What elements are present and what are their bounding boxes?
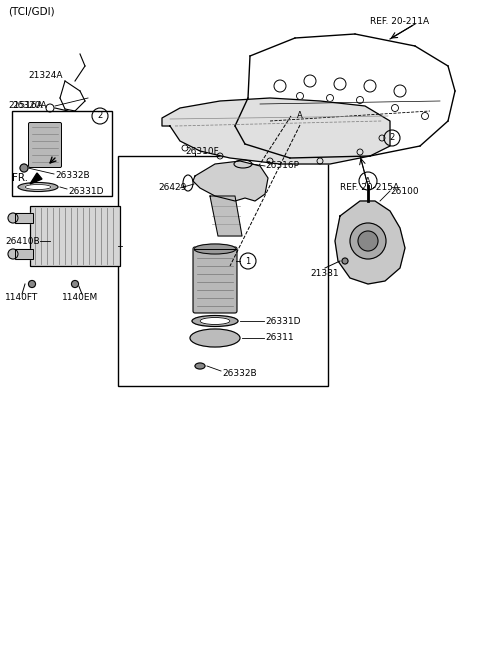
Ellipse shape	[25, 184, 51, 190]
Text: 26429: 26429	[158, 184, 186, 192]
Circle shape	[20, 164, 28, 172]
Circle shape	[350, 223, 386, 259]
Ellipse shape	[195, 363, 205, 369]
Polygon shape	[335, 201, 405, 284]
Text: 26310F: 26310F	[185, 146, 219, 155]
Text: 2: 2	[97, 112, 103, 121]
Text: 26332B: 26332B	[55, 171, 90, 180]
Bar	[118, 156, 328, 386]
Circle shape	[358, 231, 378, 251]
FancyBboxPatch shape	[193, 247, 237, 313]
Bar	[15, 249, 33, 259]
Circle shape	[8, 249, 18, 259]
Ellipse shape	[192, 316, 238, 327]
Text: 26410B: 26410B	[5, 237, 40, 245]
Bar	[15, 249, 33, 259]
FancyBboxPatch shape	[28, 123, 61, 167]
Polygon shape	[210, 196, 242, 236]
Text: REF. 20-215A: REF. 20-215A	[340, 184, 399, 192]
Ellipse shape	[190, 329, 240, 347]
Text: 1: 1	[245, 256, 251, 266]
Circle shape	[28, 281, 36, 287]
Circle shape	[342, 258, 348, 264]
Text: 2: 2	[389, 134, 395, 142]
Text: 26320A: 26320A	[12, 102, 47, 110]
Circle shape	[72, 281, 79, 287]
Text: 26331D: 26331D	[68, 186, 104, 195]
Polygon shape	[30, 173, 42, 184]
Text: 26316P: 26316P	[265, 161, 299, 171]
Text: 26311: 26311	[265, 333, 294, 342]
Circle shape	[8, 213, 18, 223]
Bar	[12, 111, 112, 196]
Text: FR.: FR.	[12, 173, 28, 183]
Bar	[15, 213, 33, 223]
Ellipse shape	[18, 182, 58, 192]
Text: A: A	[365, 176, 371, 186]
Ellipse shape	[194, 244, 236, 254]
Text: 26331D: 26331D	[265, 316, 300, 325]
Text: 21381: 21381	[310, 268, 338, 277]
Text: 21324A: 21324A	[28, 72, 62, 81]
Text: REF. 20-211A: REF. 20-211A	[370, 16, 429, 26]
Text: 1140EM: 1140EM	[62, 293, 98, 302]
Text: A: A	[297, 112, 303, 121]
Text: 21516A: 21516A	[8, 102, 43, 110]
Ellipse shape	[200, 318, 230, 325]
Bar	[30, 206, 120, 266]
Text: 26332B: 26332B	[222, 369, 257, 377]
Polygon shape	[193, 161, 268, 201]
Bar	[15, 213, 33, 223]
Text: 26100: 26100	[390, 186, 419, 195]
Polygon shape	[162, 98, 390, 164]
Text: (TCI/GDI): (TCI/GDI)	[8, 6, 55, 16]
Text: 1140FT: 1140FT	[5, 293, 38, 302]
